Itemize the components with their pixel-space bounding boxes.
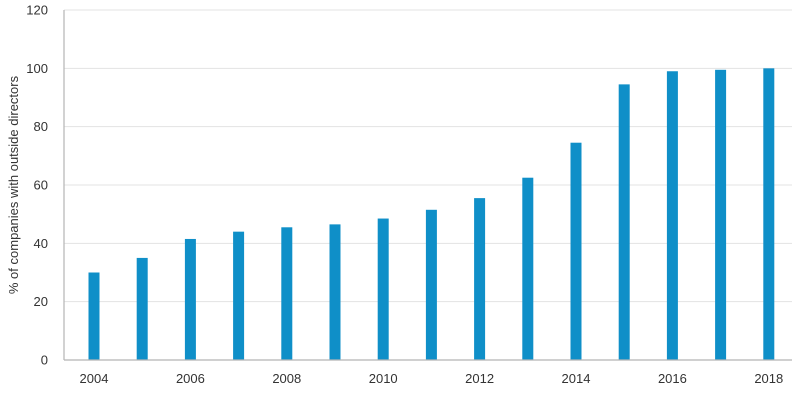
bar-2004 — [88, 272, 100, 360]
x-tick-label: 2018 — [754, 371, 783, 386]
bar-2014 — [570, 142, 582, 360]
x-tick-label: 2004 — [80, 371, 109, 386]
bar-2011 — [425, 209, 437, 360]
bar-2006 — [184, 238, 196, 360]
bars — [88, 68, 775, 361]
axes — [63, 10, 792, 361]
x-tick-label: 2016 — [658, 371, 687, 386]
y-tick-label: 60 — [34, 178, 48, 193]
bar-2017 — [715, 69, 727, 361]
x-tick-label: 2012 — [465, 371, 494, 386]
y-tick-label: 80 — [34, 119, 48, 134]
bar-2007 — [233, 231, 245, 360]
bar-2018 — [763, 68, 775, 360]
bar-2013 — [522, 177, 534, 360]
x-tick-label: 2008 — [272, 371, 301, 386]
y-tick-labels: 0 20 40 60 80 100 120 — [26, 3, 48, 368]
bar-2015 — [618, 84, 630, 360]
y-tick-label: 20 — [34, 294, 48, 309]
y-tick-label: 0 — [41, 353, 48, 368]
y-tick-label: 120 — [26, 3, 48, 18]
bar-2012 — [474, 198, 486, 360]
y-tick-label: 40 — [34, 236, 48, 251]
bar-2010 — [377, 218, 389, 360]
y-tick-label: 100 — [26, 61, 48, 76]
bar-2005 — [136, 257, 148, 360]
y-axis-title: % of companies with outside directors — [6, 75, 21, 294]
x-tick-label: 2006 — [176, 371, 205, 386]
bar-2008 — [281, 227, 293, 360]
bar-2016 — [666, 71, 678, 360]
x-tick-label: 2010 — [369, 371, 398, 386]
x-tick-label: 2014 — [562, 371, 591, 386]
x-tick-labels: 2004 2006 2008 2010 2012 2014 2016 2018 — [80, 371, 784, 386]
bar-2009 — [329, 224, 341, 360]
